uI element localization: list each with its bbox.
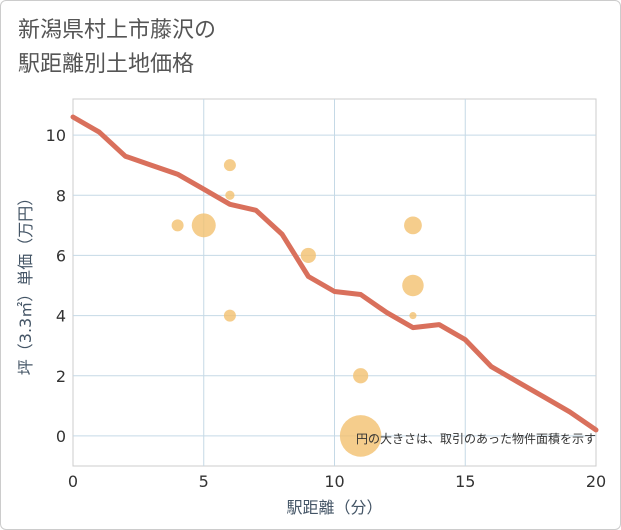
y-tick-label: 2 bbox=[56, 367, 66, 386]
scatter-point bbox=[409, 312, 417, 320]
scatter-point bbox=[404, 216, 422, 235]
chart-title: 新潟県村上市藤沢の 駅距離別土地価格 bbox=[18, 14, 216, 82]
chart-title-line-1: 新潟県村上市藤沢の bbox=[18, 18, 217, 43]
scatter-point bbox=[353, 368, 369, 384]
y-tick-label: 4 bbox=[56, 307, 66, 326]
scatter-point bbox=[223, 309, 236, 322]
scatter-point bbox=[191, 213, 216, 238]
y-tick-label: 0 bbox=[56, 427, 66, 446]
x-tick-label: 0 bbox=[68, 472, 78, 491]
scatter-point bbox=[300, 247, 316, 264]
scatter-points bbox=[171, 159, 424, 457]
y-axis-label: 坪（3.3㎡）単価（万円） bbox=[16, 190, 35, 375]
y-tick-label: 10 bbox=[46, 126, 66, 145]
grid-lines bbox=[73, 99, 596, 466]
trend-line bbox=[70, 114, 599, 433]
x-tick-label: 15 bbox=[455, 472, 475, 491]
scatter-point bbox=[339, 415, 382, 457]
x-tick-label: 10 bbox=[324, 472, 344, 491]
x-tick-label: 5 bbox=[199, 472, 209, 491]
scatter-point bbox=[171, 219, 184, 232]
x-axis-label: 駅距離（分） bbox=[286, 498, 382, 517]
y-tick-label: 6 bbox=[56, 246, 66, 265]
x-tick-label: 20 bbox=[586, 472, 606, 491]
y-tick-label: 8 bbox=[56, 186, 66, 205]
axis-ticks: 0 5 10 15 20 0 2 4 6 8 10 bbox=[46, 126, 607, 491]
size-annotation: 円の大きさは、取引のあった物件面積を示す bbox=[356, 431, 596, 446]
scatter-point bbox=[225, 190, 235, 200]
scatter-point bbox=[402, 274, 424, 297]
scatter-point bbox=[223, 159, 236, 172]
chart-title-line-2: 駅距離別土地価格 bbox=[18, 52, 195, 77]
